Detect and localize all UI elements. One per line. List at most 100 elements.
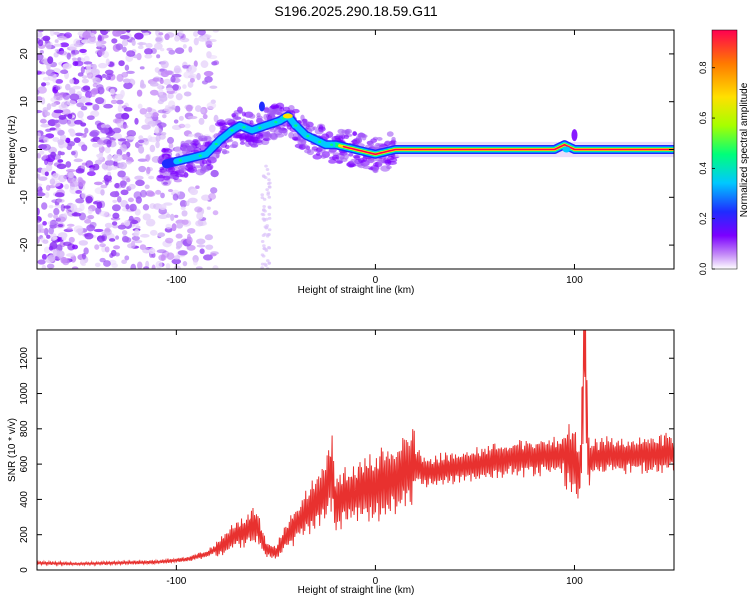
spectrogram-noise	[202, 254, 213, 261]
spectrogram-noise	[170, 75, 176, 83]
spectrogram-noise	[79, 203, 85, 212]
spectrogram-noise	[166, 213, 171, 218]
spectrogram-noise	[77, 57, 82, 62]
spectrogram-halo	[343, 152, 349, 160]
spectrogram-halo	[239, 141, 246, 145]
spectrogram-blob	[306, 134, 310, 138]
spectrogram-noise	[152, 112, 159, 118]
spectrogram-noise	[126, 50, 136, 57]
spectrogram-noise	[117, 224, 127, 230]
spectrogram-noise	[155, 135, 161, 142]
spectrogram-noise	[86, 72, 94, 79]
spectrogram-noise	[260, 239, 265, 243]
spectrogram-noise	[210, 187, 218, 194]
spectrogram-noise	[65, 169, 76, 173]
spectrogram-noise	[42, 221, 47, 226]
spectrogram-noise	[159, 94, 168, 102]
spectrogram-noise	[81, 78, 89, 84]
spectrogram-noise	[47, 254, 56, 262]
spectrogram-noise	[42, 106, 49, 113]
spectrogram-noise	[37, 236, 40, 244]
spectrogram-noise	[121, 71, 129, 78]
spectrogram-halo	[288, 131, 295, 139]
spectrogram-noise	[96, 139, 104, 145]
spectrogram-noise	[137, 158, 148, 162]
spectrogram-halo	[386, 131, 394, 137]
spectrogram-noise	[174, 214, 179, 218]
spectrogram-noise	[112, 154, 123, 162]
spectrogram-noise	[66, 253, 75, 257]
spectrogram-noise	[84, 127, 89, 134]
spectrogram-halo	[221, 148, 227, 155]
spectrogram-noise	[195, 266, 203, 269]
spectrogram-noise	[200, 108, 206, 114]
spectrogram-noise	[114, 252, 120, 257]
spectrogram-noise	[161, 114, 167, 119]
spectrogram-noise	[60, 204, 66, 212]
spectrogram-noise	[39, 228, 48, 234]
spectrogram-noise	[119, 180, 128, 186]
spectrogram-blob	[178, 159, 182, 162]
spectrogram-noise	[267, 261, 271, 265]
spectrogram-noise	[141, 124, 151, 130]
spectrogram-noise	[72, 244, 79, 250]
spectrogram-halo	[224, 118, 234, 124]
spectrogram-noise	[262, 197, 267, 201]
spectrogram-noise	[126, 136, 136, 140]
spectrogram-noise	[40, 123, 50, 128]
spectrogram-halo	[231, 113, 237, 118]
spectrogram-noise	[74, 132, 84, 137]
spectrogram-halo	[188, 144, 196, 151]
spectrogram-noise	[147, 191, 156, 197]
spectrogram-noise	[263, 225, 268, 229]
spectrogram-noise	[101, 73, 107, 78]
spectrogram-noise	[58, 114, 67, 120]
spectrogram-noise	[90, 110, 100, 118]
spectrogram-noise	[166, 136, 175, 144]
spectrogram-halo	[184, 140, 194, 145]
spectrogram-noise	[57, 35, 67, 41]
spectrogram-ridge	[342, 143, 674, 156]
spectrogram-halo	[352, 131, 358, 137]
spectrogram-noise	[44, 158, 49, 166]
spectrogram-noise	[49, 178, 56, 186]
spectrogram-noise	[133, 191, 142, 200]
spectrogram-noise	[64, 183, 70, 190]
spectrogram-noise	[84, 97, 91, 104]
spectrogram-noise	[138, 135, 144, 141]
spectrogram-noise	[160, 60, 169, 69]
spectrogram-noise	[84, 232, 94, 240]
spectrogram-noise	[156, 249, 167, 254]
spectrogram-noise	[137, 42, 147, 46]
spectrogram-noise	[98, 62, 108, 69]
snr-x-ticks: -100 0 100	[166, 330, 583, 587]
spectrogram-halo	[182, 145, 190, 152]
spectrogram-halo	[384, 159, 391, 164]
spectrogram-noise	[112, 224, 119, 229]
spectrogram-noise	[58, 174, 67, 183]
spectrogram-noise	[37, 192, 46, 197]
spectrogram-noise	[164, 70, 173, 75]
spectrogram-noise	[192, 31, 199, 37]
spectrogram-noise	[149, 229, 158, 236]
spectrogram-noise	[97, 34, 102, 43]
spectrogram-noise	[66, 143, 73, 151]
spectrogram-halo	[157, 175, 166, 179]
spectrogram-noise	[163, 78, 172, 86]
spectrogram-noise	[206, 206, 211, 210]
spectrogram-noise	[111, 204, 121, 212]
spectrogram-noise	[202, 34, 212, 39]
spectrogram-noise	[101, 231, 111, 236]
spectrogram-noise	[267, 245, 271, 249]
colorbar: 0.0 0.2 0.4 0.6 0.8 Normalized spectral ampl…	[698, 29, 750, 275]
spectrogram-halo	[377, 159, 383, 166]
spectrogram-noise	[81, 180, 86, 184]
spectrogram-noise	[114, 190, 120, 198]
spectrogram-noise	[47, 56, 54, 65]
spectrogram-noise	[100, 123, 111, 129]
spectrogram-halo	[292, 108, 300, 114]
spectrogram-noise	[73, 158, 83, 163]
spectrogram-halo	[367, 140, 375, 147]
spectrogram-noise	[182, 44, 187, 49]
spectrogram-halo	[262, 137, 271, 142]
